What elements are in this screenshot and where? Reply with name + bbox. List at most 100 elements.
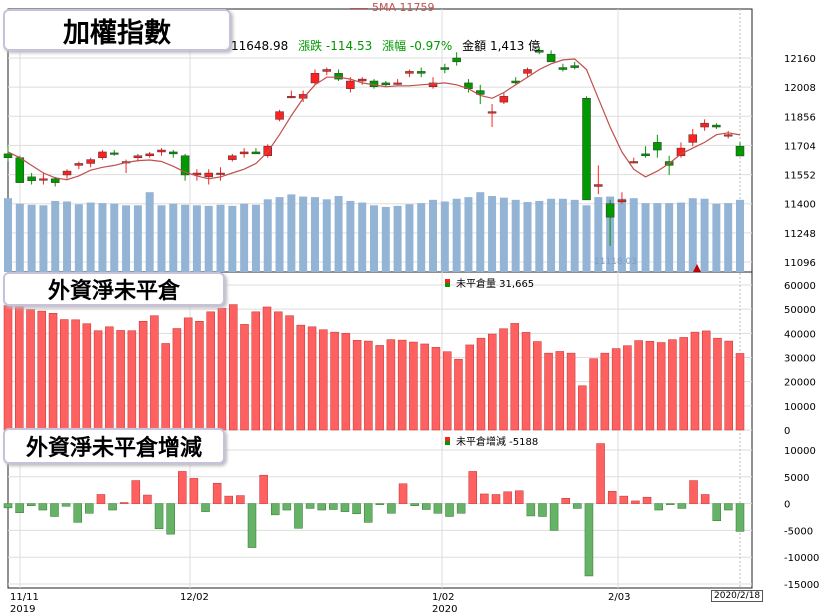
oi-bar <box>172 328 182 431</box>
y-tick-label: 11096 <box>784 258 816 269</box>
change-bar <box>247 503 257 548</box>
oi-bar <box>105 326 114 431</box>
volume-bar <box>4 198 12 272</box>
oi-bar <box>589 358 598 431</box>
candle-body <box>310 73 320 84</box>
oi-bar <box>533 341 542 431</box>
volume-bar <box>133 205 142 272</box>
change-bar <box>422 503 431 510</box>
change-bar <box>433 503 443 514</box>
candle-body <box>346 80 355 89</box>
volume-bar <box>570 199 579 272</box>
candle-body <box>204 172 213 178</box>
volume-bar <box>51 200 60 272</box>
change-bar <box>282 503 292 511</box>
candle-body <box>487 111 497 114</box>
oi-bar <box>37 310 47 431</box>
oi-bar <box>510 323 520 431</box>
marker-triangle <box>693 264 701 272</box>
oi-bar <box>634 340 643 431</box>
change-bar <box>236 495 245 504</box>
y-tick-label: 30000 <box>784 354 816 365</box>
oi-bar <box>713 337 722 431</box>
oi-bar <box>150 315 159 431</box>
change-bar <box>201 503 210 512</box>
y-tick-label: 10000 <box>784 402 816 413</box>
y-tick-label: 20000 <box>784 378 816 389</box>
volume-bar <box>712 203 721 272</box>
oi-bar <box>724 340 733 431</box>
volume-bar <box>181 204 190 272</box>
oi-bar <box>319 329 328 431</box>
y-tick-label: 5000 <box>784 473 809 484</box>
candle-body <box>617 199 627 203</box>
oi-bar <box>206 311 215 431</box>
candle-body <box>98 151 107 158</box>
change-bar <box>119 502 129 504</box>
candle-body <box>15 157 25 183</box>
change-bar <box>700 494 710 504</box>
oi-bar <box>364 340 373 431</box>
candle-body <box>357 78 367 82</box>
volume-bar <box>251 204 260 272</box>
change-bar <box>143 494 152 504</box>
oi-bar <box>60 319 69 431</box>
oi-bar <box>397 339 407 431</box>
y-tick-label: -10000 <box>784 553 819 564</box>
y-tick-label: 50000 <box>784 305 816 316</box>
candle-body <box>3 153 13 158</box>
oi-bar <box>262 306 272 431</box>
change-bar <box>73 503 82 523</box>
y-tick-label: 0 <box>784 500 790 511</box>
candle-body <box>86 159 95 164</box>
oi-bar <box>544 352 553 431</box>
change-bar <box>666 503 675 505</box>
y-tick-label: 10000 <box>784 446 816 457</box>
candle-body <box>499 96 509 103</box>
oi-bar <box>679 337 688 431</box>
x-tick-year: 2020 <box>432 604 457 615</box>
oi-bar <box>555 351 565 431</box>
oi-bar <box>611 348 621 431</box>
candle-body <box>605 203 615 218</box>
oi-bar <box>330 331 339 431</box>
change-bar <box>131 480 141 504</box>
volume-bar <box>98 203 107 272</box>
candle-body <box>145 153 154 157</box>
candle-body <box>653 142 662 151</box>
candle-body <box>334 73 343 80</box>
change-bar <box>270 503 280 516</box>
change-bar <box>619 495 629 504</box>
change-bar <box>631 500 640 504</box>
change-bar <box>387 503 396 514</box>
oi-bar <box>645 341 655 431</box>
candle-body <box>700 122 709 128</box>
ma-polyline <box>7 58 741 181</box>
candle-body <box>416 71 426 74</box>
y-tick-label: 12008 <box>784 83 816 94</box>
oi-bar <box>386 339 396 431</box>
volume-bar <box>287 194 296 272</box>
candle-body <box>169 151 178 155</box>
change-bar <box>410 503 419 506</box>
pct-value: 漲幅 -0.97% <box>382 39 453 53</box>
oi-bar <box>93 330 103 431</box>
volume-bar <box>558 198 567 272</box>
candle-body <box>405 71 414 74</box>
x-tick-label: 12/02 <box>180 592 209 603</box>
change-bar <box>491 494 501 504</box>
candle-body <box>570 65 579 68</box>
volume-bar <box>724 203 733 272</box>
volume-bar <box>39 205 48 272</box>
volume-bar <box>594 197 603 272</box>
volume-bar <box>641 203 650 272</box>
y-tick-label: 60000 <box>784 281 816 292</box>
oi-bar <box>240 324 249 431</box>
volume-bar <box>27 204 36 272</box>
volume-bar <box>736 199 744 272</box>
change-bar <box>352 503 361 515</box>
last-date-label: 2020/2/18 <box>711 590 764 602</box>
y-tick-label: -15000 <box>784 580 819 591</box>
y-tick-label: 12160 <box>784 54 816 65</box>
oi-bar <box>375 345 384 431</box>
